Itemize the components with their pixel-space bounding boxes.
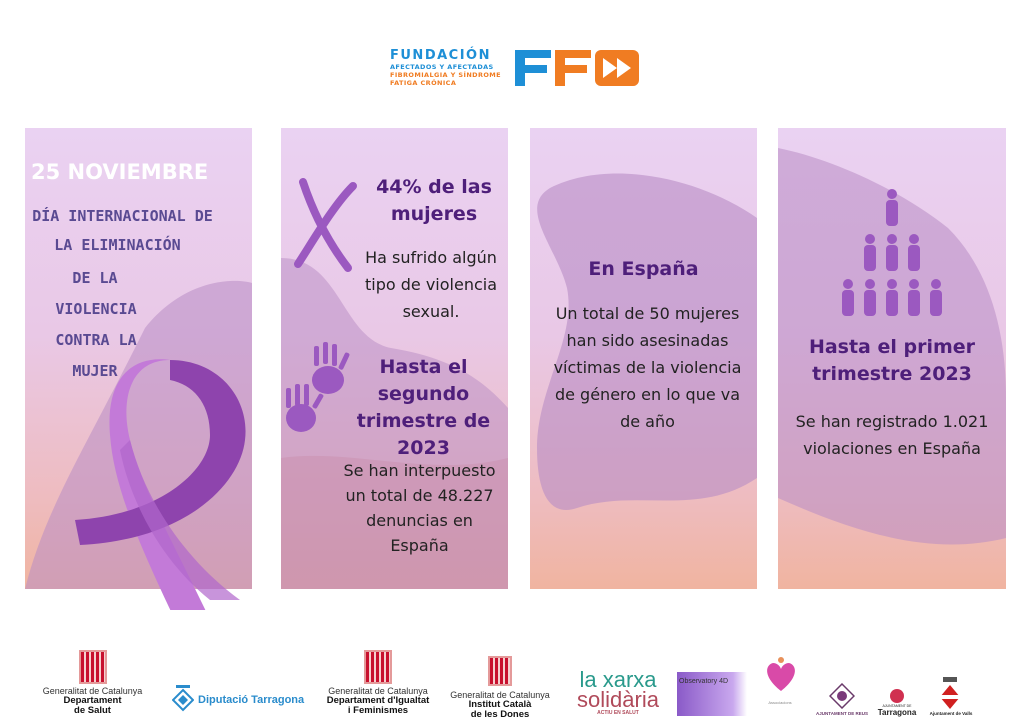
title-line: CONTRA LA [55, 331, 137, 349]
generalitat-emblem-icon [488, 656, 512, 686]
panel-statistics-2: En España Un total de 50 mujeres han sid… [530, 128, 757, 589]
stat-text: Ha sufrido algún tipo de violencia sexua… [364, 248, 497, 321]
sponsor-reus: AJUNTAMENT DE REUS [816, 711, 868, 716]
stat-title: 44% de las mujeres [376, 176, 492, 225]
people-pyramid-icon [842, 189, 942, 316]
stat-text: Se han registrado 1.021 violaciones en E… [795, 412, 989, 458]
stat-text: Un total de 50 mujeres han sido asesinad… [553, 304, 742, 431]
stat-text: Se han interpuesto un total de 48.227 de… [343, 461, 496, 555]
stat-title: En España [588, 258, 699, 280]
x-mark-icon [294, 178, 357, 272]
sponsor-dones: Generalitat de Catalunya Institut Català d… [450, 690, 550, 720]
title-line: MUJER [72, 362, 118, 380]
sponsor-diputacio: Diputació Tarragona [198, 694, 305, 706]
title-line: DE LA [72, 269, 118, 287]
sponsor-igualtat: Generalitat de Catalunya Departament d'Ig… [326, 686, 430, 716]
diputacio-emblem-icon [172, 685, 194, 712]
panel-statistics-3: Hasta el primer trimestre 2023 Se han re… [778, 128, 1006, 589]
generalitat-emblem-icon [79, 650, 107, 684]
logo-line-1: FUNDACIÓN [390, 48, 491, 63]
sponsor-observatory: Observatory 4D [677, 672, 747, 716]
tarragona-emblem-icon [890, 689, 904, 703]
sponsor-salut: Generalitat de Catalunya Departament de Sa… [42, 686, 143, 716]
sponsor-tarragona: AJUNTAMENT DE Tarragona [877, 704, 917, 717]
panel-statistics-1: 44% de las mujeres Ha sufrido algún tipo… [281, 128, 508, 589]
heart-logo-icon [767, 657, 795, 691]
ff-logo-icon [515, 50, 639, 86]
valls-emblem-icon [940, 677, 960, 709]
generalitat-emblem-icon [364, 650, 392, 684]
title-line: DÍA INTERNACIONAL DE [32, 207, 213, 225]
logo-line-2: AFECTADOS Y AFECTADAS [390, 63, 494, 71]
logo-line-4: FATIGA CRÓNICA [390, 79, 457, 87]
title-line: LA ELIMINACIÓN [54, 236, 181, 254]
stat-title: Hasta el segundo trimestre de 2023 [356, 356, 491, 459]
stat-title: Hasta el primer trimestre 2023 [808, 336, 976, 385]
handprint-icon [286, 342, 350, 432]
date-heading: 25 NOVIEMBRE [31, 160, 209, 184]
logo-line-3: FIBROMIALGIA Y SÍNDROME [390, 71, 501, 79]
sponsor-valls: Ajuntament de Valls [929, 711, 973, 716]
title-line: VIOLENCIA [55, 300, 137, 318]
ribbon-icon [75, 359, 246, 610]
sponsor-xarxa: la xarxa solidària ACTIU EN SALUT [577, 667, 659, 717]
sponsor-associacions: Associacions [768, 700, 792, 705]
reus-emblem-icon [829, 683, 855, 709]
